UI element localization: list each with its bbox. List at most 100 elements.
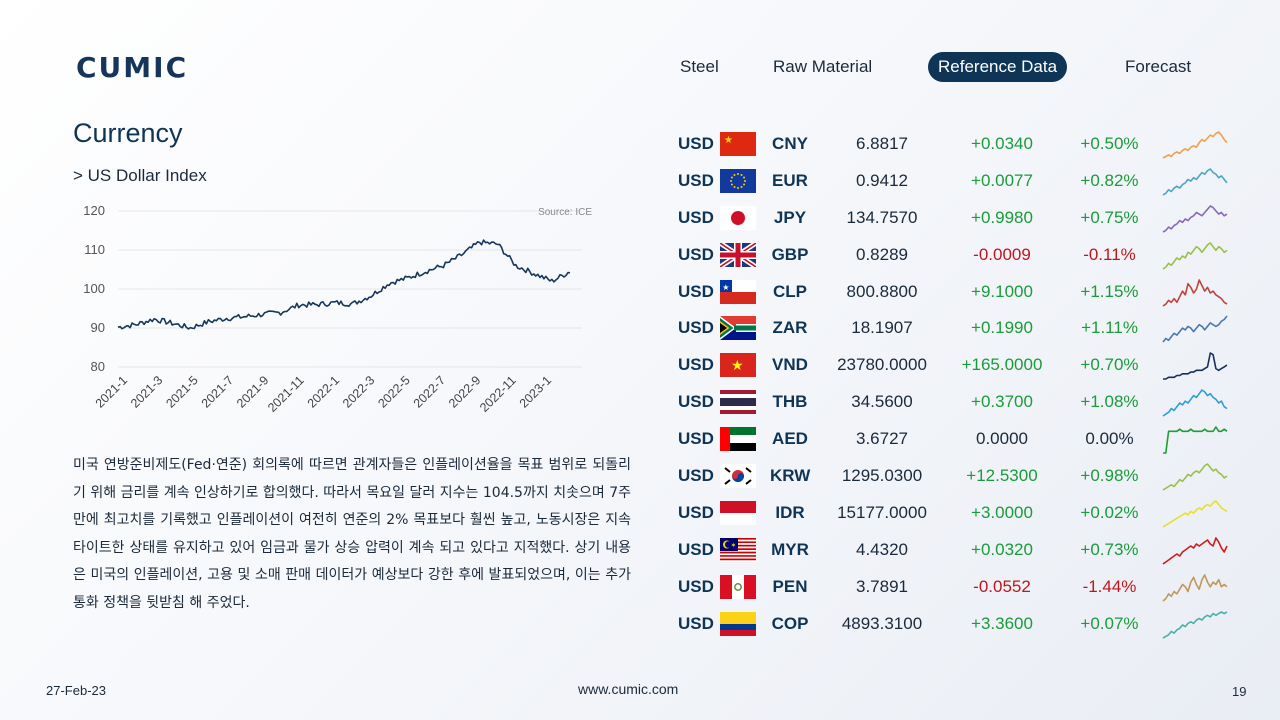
flag-my-icon: ✶ — [720, 537, 756, 562]
rate-change: +3.0000 — [971, 502, 1033, 522]
sparkline-chart — [1162, 389, 1228, 417]
base-currency: USD — [678, 244, 714, 264]
flag-cross-red — [720, 252, 756, 258]
exchange-rate: 4893.3100 — [841, 613, 923, 633]
rate-change-percent: +1.08% — [1080, 392, 1139, 412]
flag-black — [720, 323, 727, 334]
sparkline-chart — [1162, 315, 1228, 343]
rate-change: +12.5300 — [966, 466, 1038, 486]
base-currency: USD — [678, 539, 714, 559]
base-currency: USD — [678, 429, 714, 449]
rate-change-percent: +0.07% — [1080, 613, 1139, 633]
cumic-logo: CUMIC — [76, 51, 206, 84]
base-currency: USD — [678, 170, 714, 190]
flag-star — [743, 183, 746, 186]
currency-row: USD ✶ MYR 4.4320 +0.0320 +0.73% — [672, 532, 1242, 569]
flag-red — [720, 291, 756, 304]
footer-url[interactable]: www.cumic.com — [578, 681, 679, 697]
flag-crescent-cut — [725, 540, 732, 548]
quote-currency: GBP — [771, 244, 809, 264]
flag-trigram — [745, 467, 752, 473]
exchange-rate: 800.8800 — [846, 281, 918, 301]
exchange-rate: 0.8289 — [856, 244, 908, 264]
flag-field — [720, 132, 756, 156]
flag-jp-icon — [720, 205, 756, 230]
flag-star — [737, 172, 739, 175]
flag-green — [720, 427, 756, 436]
sparkline-path — [1162, 389, 1228, 417]
y-tick-label: 120 — [83, 203, 105, 218]
rate-change: +0.0340 — [971, 134, 1033, 153]
rate-change-percent: +0.73% — [1080, 539, 1139, 559]
nav-reference-data[interactable]: Reference Data — [928, 52, 1068, 82]
flag-stripe — [720, 560, 756, 562]
section-subtitle: > US Dollar Index — [73, 166, 207, 185]
sparkline-path — [1163, 426, 1228, 454]
flag-red — [720, 629, 756, 636]
flag-red — [720, 574, 732, 599]
sparkline-chart — [1162, 463, 1228, 491]
flag-star — [737, 186, 739, 189]
flag-vn-icon: ★ — [720, 353, 756, 378]
exchange-rate: 3.6727 — [856, 429, 908, 449]
sparkline-chart — [1162, 168, 1228, 196]
x-tick-label: 2021-1 — [93, 373, 130, 410]
quote-currency: THB — [772, 392, 808, 412]
flag-star — [730, 183, 733, 186]
currency-row: USD JPY 134.7570 +0.9980 +0.75% — [672, 200, 1242, 237]
x-tick-label: 2021-5 — [163, 373, 200, 410]
rate-change-percent: +0.50% — [1080, 134, 1139, 153]
flag-canton — [720, 279, 732, 292]
sparkline-chart — [1162, 500, 1228, 528]
rate-change: +0.3700 — [971, 392, 1033, 412]
quote-currency: PEN — [772, 576, 808, 596]
sparkline-path — [1162, 463, 1228, 491]
flag-stripe — [720, 558, 756, 561]
flag-white — [732, 574, 744, 599]
currency-row: USD EUR 0.9412 +0.0077 +0.82% — [672, 163, 1242, 200]
dollar-index-line — [117, 239, 571, 330]
base-currency: USD — [678, 466, 714, 486]
rate-change: +9.1000 — [971, 281, 1033, 301]
base-currency: USD — [678, 355, 714, 375]
section-title: Currency — [73, 118, 183, 148]
flag-red — [744, 574, 756, 599]
quote-currency: AED — [772, 429, 808, 449]
sparkline-chart — [1162, 610, 1228, 639]
flag-field — [720, 168, 756, 193]
x-tick-label: 2023-1 — [517, 373, 554, 410]
footer-date: 27-Feb-23 — [46, 683, 106, 698]
x-tick-label: 2021-7 — [199, 373, 236, 410]
rate-change-percent: -1.44% — [1082, 576, 1137, 596]
sparkline-path — [1162, 315, 1228, 343]
flag-field — [720, 353, 756, 378]
currency-row: USD THB 34.5600 +0.3700 +1.08% — [672, 384, 1242, 421]
currency-row: USD IDR 15177.0000 +3.0000 +0.02% — [672, 495, 1242, 532]
sparkline-path — [1162, 500, 1228, 528]
currency-row: USD ★ CLP 800.8800 +9.1000 +1.15% — [672, 274, 1242, 311]
flag-green — [720, 318, 756, 339]
flag-blue — [720, 623, 756, 630]
flag-star — [733, 185, 736, 188]
logo-text: CUMIC — [76, 52, 188, 82]
exchange-rate: 0.9412 — [856, 170, 908, 190]
sparkline-chart — [1162, 536, 1228, 565]
flag-star — [733, 173, 736, 176]
nav-forecast[interactable]: Forecast — [1125, 57, 1192, 76]
exchange-rate: 15177.0000 — [837, 502, 927, 522]
flag-sun — [731, 210, 745, 225]
flag-star: ★ — [731, 358, 744, 374]
rate-change: +0.0320 — [971, 539, 1033, 559]
rate-change: +0.9980 — [971, 207, 1033, 227]
nav-steel[interactable]: Steel — [680, 57, 719, 76]
flag-red — [720, 427, 730, 452]
sparkline-path — [1162, 204, 1228, 233]
flag-star — [743, 176, 746, 179]
currency-row: USD ZAR 18.1907 +0.1990 +1.11% — [672, 310, 1242, 347]
x-tick-label: 2021-3 — [128, 373, 165, 410]
flag-star — [740, 185, 743, 188]
flag-trigram — [724, 479, 731, 485]
x-tick-label: 2022-5 — [375, 373, 412, 410]
nav-raw-material[interactable]: Raw Material — [773, 57, 873, 76]
sparkline-path — [1162, 131, 1228, 159]
